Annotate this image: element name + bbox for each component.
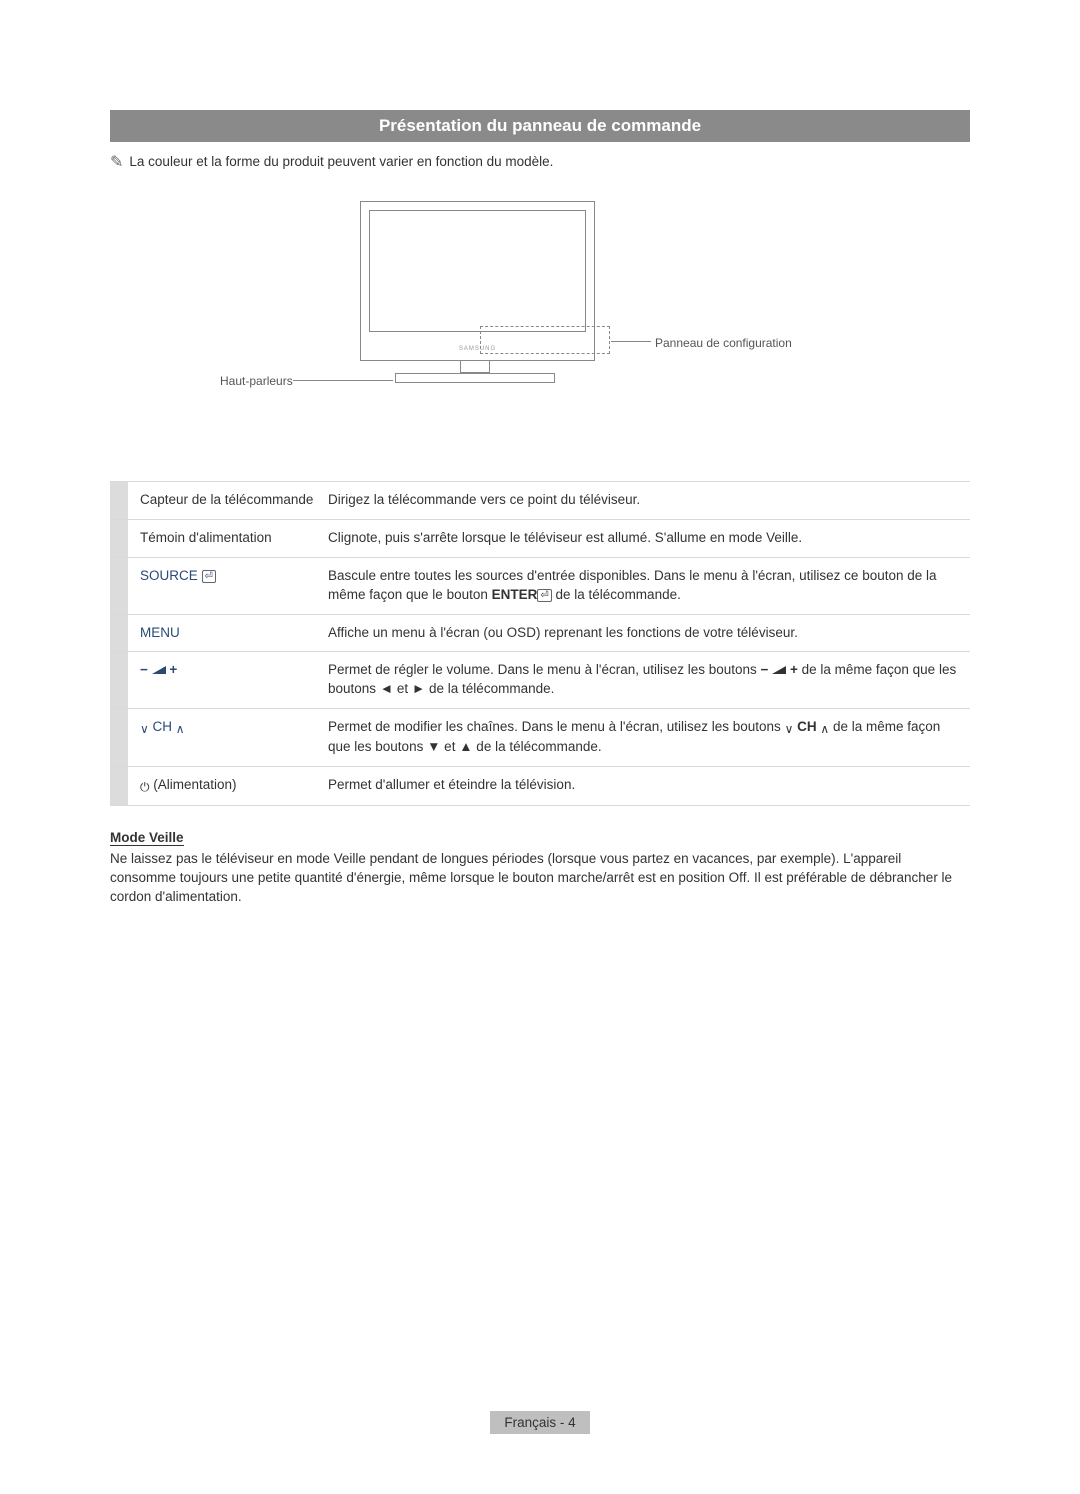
- callout-line-right: [611, 341, 651, 342]
- control-label: Capteur de la télécommande: [128, 482, 328, 520]
- tv-stand-base: [395, 373, 555, 383]
- footer-language: Français: [504, 1415, 556, 1430]
- standby-title: Mode Veille: [110, 830, 184, 846]
- control-label: Témoin d'alimentation: [128, 519, 328, 557]
- control-description: Clignote, puis s'arrête lorsque le télév…: [328, 519, 970, 557]
- callout-line-left: [293, 380, 393, 381]
- row-accent-bar: [110, 614, 128, 652]
- control-label: ∨ CH ∧: [128, 709, 328, 767]
- table-row: MENUAffiche un menu à l'écran (ou OSD) r…: [110, 614, 970, 652]
- footer-pill: Français - 4: [490, 1411, 589, 1434]
- control-label: MENU: [128, 614, 328, 652]
- table-row: ⏻ (Alimentation)Permet d'allumer et étei…: [110, 766, 970, 805]
- table-row: SOURCE ⏎Bascule entre toutes les sources…: [110, 557, 970, 614]
- row-accent-bar: [110, 709, 128, 767]
- row-accent-bar: [110, 557, 128, 614]
- control-label: ⏻ (Alimentation): [128, 766, 328, 805]
- tv-screen: [369, 210, 586, 332]
- config-panel-highlight: [480, 326, 610, 354]
- controls-table: Capteur de la télécommandeDirigez la tél…: [110, 481, 970, 806]
- standby-text: Ne laissez pas le téléviseur en mode Vei…: [110, 850, 970, 907]
- control-description: Permet de régler le volume. Dans le menu…: [328, 652, 970, 709]
- table-row: Capteur de la télécommandeDirigez la tél…: [110, 482, 970, 520]
- table-row: Témoin d'alimentationClignote, puis s'ar…: [110, 519, 970, 557]
- row-accent-bar: [110, 482, 128, 520]
- page-footer: Français - 4: [0, 1411, 1080, 1434]
- control-description: Permet d'allumer et éteindre la télévisi…: [328, 766, 970, 805]
- control-description: Affiche un menu à l'écran (ou OSD) repre…: [328, 614, 970, 652]
- control-description: Bascule entre toutes les sources d'entré…: [328, 557, 970, 614]
- row-accent-bar: [110, 652, 128, 709]
- section-header: Présentation du panneau de commande: [110, 110, 970, 142]
- note-row: ✎ La couleur et la forme du produit peuv…: [110, 154, 970, 171]
- callout-speakers: Haut-parleurs: [220, 374, 293, 388]
- table-row: − +Permet de régler le volume. Dans le m…: [110, 652, 970, 709]
- callout-config-panel: Panneau de configuration: [655, 336, 792, 350]
- row-accent-bar: [110, 519, 128, 557]
- row-accent-bar: [110, 766, 128, 805]
- note-icon: ✎: [110, 155, 123, 171]
- footer-page-number: 4: [568, 1415, 576, 1430]
- control-description: Permet de modifier les chaînes. Dans le …: [328, 709, 970, 767]
- tv-diagram: SAMSUNG Panneau de configuration Haut-pa…: [110, 201, 970, 431]
- tv-stand-neck: [460, 361, 490, 373]
- note-text: La couleur et la forme du produit peuven…: [129, 154, 553, 169]
- control-label: − +: [128, 652, 328, 709]
- table-row: ∨ CH ∧Permet de modifier les chaînes. Da…: [110, 709, 970, 767]
- control-label: SOURCE ⏎: [128, 557, 328, 614]
- control-description: Dirigez la télécommande vers ce point du…: [328, 482, 970, 520]
